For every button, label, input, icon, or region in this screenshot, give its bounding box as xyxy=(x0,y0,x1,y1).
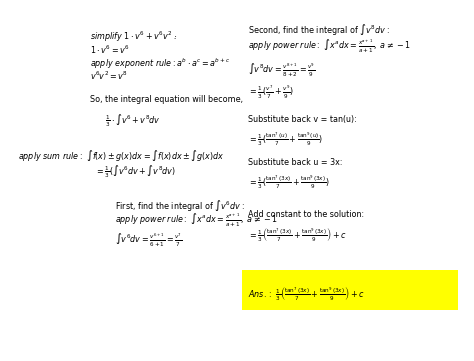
Text: $= \frac{1}{3}(\frac{\tan^7(3x)}{7} + \frac{\tan^9(3x)}{9})$: $= \frac{1}{3}(\frac{\tan^7(3x)}{7} + \f… xyxy=(248,173,330,191)
Text: Add constant to the solution:: Add constant to the solution: xyxy=(248,210,364,219)
Text: $= \frac{1}{3}(\frac{\tan^7(u)}{7} + \frac{\tan^9(u)}{9})$: $= \frac{1}{3}(\frac{\tan^7(u)}{7} + \fr… xyxy=(248,130,323,148)
Text: $= \frac{1}{3}(\frac{v^7}{7} + \frac{v^9}{9})$: $= \frac{1}{3}(\frac{v^7}{7} + \frac{v^9… xyxy=(248,84,294,101)
Text: $\int v^6 dv = \frac{v^{6+1}}{6+1} = \frac{v^7}{7}$: $\int v^6 dv = \frac{v^{6+1}}{6+1} = \fr… xyxy=(115,232,182,249)
Text: $apply\ exponent\ rule: a^b \cdot a^c = a^{b+c}$: $apply\ exponent\ rule: a^b \cdot a^c = … xyxy=(90,57,230,71)
Bar xyxy=(242,270,458,310)
Text: $1 \cdot v^6 = v^6$: $1 \cdot v^6 = v^6$ xyxy=(90,44,130,56)
Text: Substitute back v = tan(u):: Substitute back v = tan(u): xyxy=(248,115,357,124)
Text: Substitute back u = 3x:: Substitute back u = 3x: xyxy=(248,158,343,167)
Text: $apply\ power\ rule:\ \int x^a dx = \frac{x^{a+1}}{a+1},\ a \neq -1$: $apply\ power\ rule:\ \int x^a dx = \fra… xyxy=(248,38,410,55)
Text: $Ans.:\ \frac{1}{3}\left(\frac{\tan^7(3x)}{7} + \frac{\tan^9(3x)}{9}\right) + c$: $Ans.:\ \frac{1}{3}\left(\frac{\tan^7(3x… xyxy=(248,285,365,303)
Text: First, find the integral of $\int v^6 dv$ :: First, find the integral of $\int v^6 dv… xyxy=(115,198,246,213)
Text: $= \frac{1}{3}\left(\frac{\tan^7(3x)}{7} + \frac{\tan^9(3x)}{9}\right) + c$: $= \frac{1}{3}\left(\frac{\tan^7(3x)}{7}… xyxy=(248,226,347,244)
Text: So, the integral equation will become,: So, the integral equation will become, xyxy=(90,95,243,104)
Text: $apply\ power\ rule:\ \int x^a dx = \frac{x^{a+1}}{a+1},\ a \neq -1$: $apply\ power\ rule:\ \int x^a dx = \fra… xyxy=(115,212,278,229)
Text: $simplify\ 1 \cdot v^6 + v^6v^2$ :: $simplify\ 1 \cdot v^6 + v^6v^2$ : xyxy=(90,30,178,44)
Text: Second, find the integral of $\int v^8 dv$ :: Second, find the integral of $\int v^8 d… xyxy=(248,22,391,37)
Text: $= \frac{1}{3}(\int v^6 dv + \int v^8 dv)$: $= \frac{1}{3}(\int v^6 dv + \int v^8 dv… xyxy=(95,163,176,180)
Text: $\int v^8 dv = \frac{v^{8+1}}{8+2} = \frac{v^9}{9}$: $\int v^8 dv = \frac{v^{8+1}}{8+2} = \fr… xyxy=(248,62,316,79)
Text: $apply\ sum\ rule:\ \int f(x) \pm g(x)dx = \int f(x)dx \pm \int g(x)dx$: $apply\ sum\ rule:\ \int f(x) \pm g(x)dx… xyxy=(18,148,225,163)
Text: $\frac{1}{3} \cdot \int v^6 + v^8 dv$: $\frac{1}{3} \cdot \int v^6 + v^8 dv$ xyxy=(105,112,161,129)
Text: $v^6v^2 = v^8$: $v^6v^2 = v^8$ xyxy=(90,70,128,82)
